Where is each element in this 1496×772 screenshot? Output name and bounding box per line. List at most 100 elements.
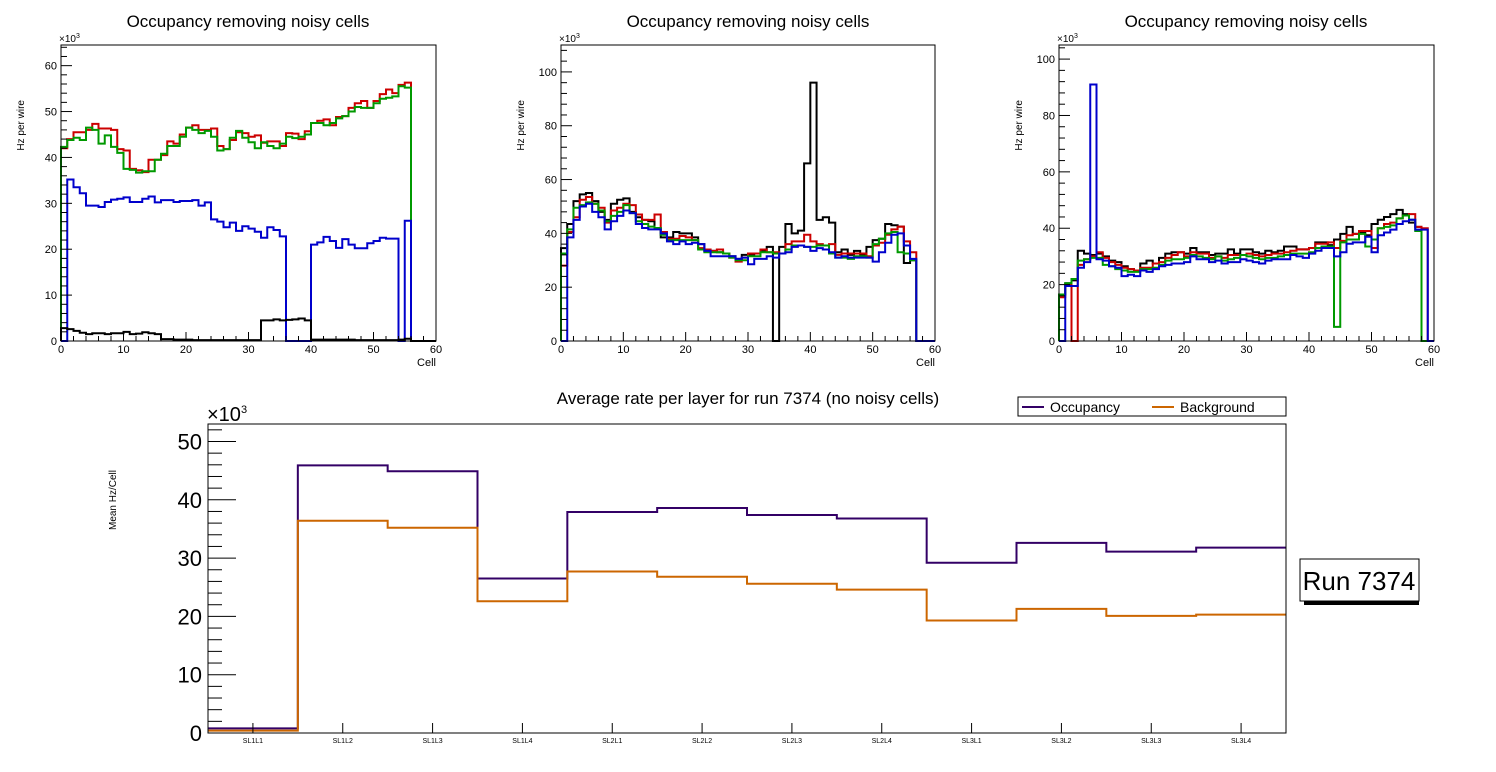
y-tick-label: 60 <box>1043 167 1055 179</box>
x-tick-label: 60 <box>430 344 442 356</box>
run-box <box>1299 558 1420 602</box>
average-rate-plot: Average rate per layer for run 7374 (no … <box>108 389 1420 746</box>
y-multiplier-exponent: 3 <box>76 33 80 40</box>
y-multiplier-exponent: 3 <box>1074 33 1078 40</box>
occupancy-plot-3: Occupancy removing noisy cells Hz per wir… <box>1014 12 1440 369</box>
y-tick-label: 0 <box>551 336 557 348</box>
y-tick-label: 20 <box>1043 280 1055 292</box>
histogram-blue <box>61 178 436 342</box>
x-tick-label: 40 <box>1303 344 1315 356</box>
x-tick-label: 0 <box>558 344 564 356</box>
x-category-label: SL2L4 <box>872 738 892 745</box>
run-label: Run 7374 <box>1303 566 1416 596</box>
x-axis-label: Cell <box>417 357 436 369</box>
x-tick-label: 30 <box>242 344 254 356</box>
plot-frame <box>60 44 437 342</box>
y-tick-label: 20 <box>178 604 202 629</box>
x-axis-label: Cell <box>916 357 935 369</box>
x-tick-label: 40 <box>804 344 816 356</box>
y-tick-label: 50 <box>45 107 57 119</box>
y-tick-label: 60 <box>545 175 557 187</box>
histogram-blue <box>1059 83 1434 342</box>
y-tick-label: 40 <box>45 152 57 164</box>
x-category-label: SL3L1 <box>961 738 981 745</box>
y-multiplier: ×103 <box>1057 33 1078 45</box>
y-axis-label: Hz per wire <box>516 100 527 151</box>
y-tick-label: 100 <box>1037 54 1055 66</box>
x-tick-label: 20 <box>180 344 192 356</box>
x-tick-label: 0 <box>58 344 64 356</box>
plot-title: Occupancy removing noisy cells <box>1125 12 1368 31</box>
run-box-shadow <box>1304 601 1419 605</box>
plot-title: Occupancy removing noisy cells <box>627 12 870 31</box>
plot-title: Average rate per layer for run 7374 (no … <box>557 389 939 408</box>
x-category-label: SL1L3 <box>422 738 442 745</box>
histogram-blue <box>561 202 935 342</box>
histogram-green <box>60 85 436 342</box>
y-multiplier-exponent: 3 <box>241 404 247 416</box>
legend-label-background: Background <box>1180 399 1255 415</box>
x-tick-label: 30 <box>1240 344 1252 356</box>
histogram-red <box>560 196 935 342</box>
histogram-red <box>60 81 436 342</box>
y-tick-label: 60 <box>45 61 57 73</box>
x-tick-label: 10 <box>117 344 129 356</box>
x-category-label: SL2L3 <box>782 738 802 745</box>
plot-frame <box>207 423 1287 734</box>
y-axis-label: Hz per wire <box>16 100 27 151</box>
x-tick-label: 40 <box>305 344 317 356</box>
x-tick-label: 0 <box>1056 344 1062 356</box>
y-tick-label: 10 <box>178 663 202 688</box>
x-tick-label: 60 <box>1428 344 1440 356</box>
x-tick-label: 20 <box>1178 344 1190 356</box>
x-category-label: SL2L2 <box>692 738 712 745</box>
y-multiplier: ×103 <box>207 404 247 426</box>
y-tick-label: 20 <box>45 244 57 256</box>
plot-frame <box>560 44 936 342</box>
legend: Occupancy Background <box>1017 396 1287 417</box>
plot-frame <box>1058 44 1435 342</box>
x-tick-label: 50 <box>367 344 379 356</box>
run-label-box: Run 7374 <box>1299 558 1420 605</box>
y-tick-label: 40 <box>178 488 202 513</box>
x-category-label: SL1L2 <box>333 738 353 745</box>
y-multiplier: ×103 <box>59 33 80 45</box>
y-tick-label: 0 <box>51 336 57 348</box>
x-category-label: SL1L1 <box>243 738 263 745</box>
x-tick-label: 30 <box>742 344 754 356</box>
y-tick-label: 50 <box>178 429 202 454</box>
series-occupancy <box>208 464 1286 730</box>
x-category-label: SL1L4 <box>512 738 532 745</box>
y-tick-label: 10 <box>45 290 57 302</box>
y-tick-label: 0 <box>190 721 202 746</box>
plot-title: Occupancy removing noisy cells <box>127 12 370 31</box>
y-axis-label: Hz per wire <box>1014 100 1025 151</box>
legend-label-occupancy: Occupancy <box>1050 399 1120 415</box>
x-category-label: SL3L2 <box>1051 738 1071 745</box>
series-background <box>208 519 1286 732</box>
y-tick-label: 80 <box>1043 110 1055 122</box>
x-category-label: SL3L4 <box>1231 738 1251 745</box>
x-tick-label: 50 <box>867 344 879 356</box>
y-axis-label: Mean Hz/Cell <box>108 470 119 530</box>
y-multiplier: ×103 <box>559 33 580 45</box>
y-tick-label: 30 <box>45 198 57 210</box>
y-tick-label: 0 <box>1049 336 1055 348</box>
y-tick-label: 40 <box>1043 223 1055 235</box>
x-category-label: SL3L3 <box>1141 738 1161 745</box>
histogram-green <box>560 201 935 342</box>
y-tick-label: 40 <box>545 228 557 240</box>
y-tick-label: 20 <box>545 282 557 294</box>
y-multiplier-exponent: 3 <box>576 33 580 40</box>
occupancy-plot-2: Occupancy removing noisy cells Hz per wir… <box>516 12 941 369</box>
x-tick-label: 10 <box>617 344 629 356</box>
x-tick-label: 10 <box>1115 344 1127 356</box>
y-tick-label: 100 <box>539 67 557 79</box>
x-tick-label: 20 <box>680 344 692 356</box>
histogram-black <box>60 317 436 342</box>
x-tick-label: 60 <box>929 344 941 356</box>
y-tick-label: 30 <box>178 546 202 571</box>
x-tick-label: 50 <box>1365 344 1377 356</box>
x-axis-label: Cell <box>1415 357 1434 369</box>
